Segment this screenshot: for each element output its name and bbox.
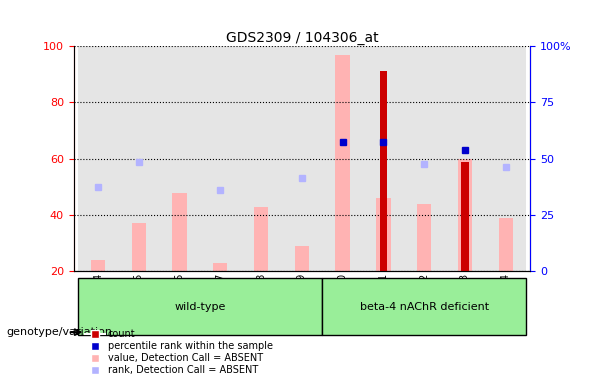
Bar [173, 192, 187, 271]
Bar [498, 218, 513, 271]
Bar [458, 159, 472, 271]
Bar [118, 46, 159, 271]
Legend: count, percentile rank within the sample, value, Detection Call = ABSENT, rank, : count, percentile rank within the sample… [81, 326, 277, 379]
Bar [363, 46, 403, 271]
Bar [322, 46, 363, 271]
Bar [159, 46, 200, 271]
Text: beta-4 nAChR deficient: beta-4 nAChR deficient [359, 301, 489, 311]
FancyBboxPatch shape [78, 278, 322, 335]
Bar [380, 71, 387, 271]
Bar [417, 204, 431, 271]
Bar [91, 260, 105, 271]
Bar [282, 46, 322, 271]
Bar [254, 207, 268, 271]
Text: wild-type: wild-type [174, 301, 226, 311]
Bar [336, 55, 350, 271]
Bar [376, 198, 391, 271]
Bar [445, 46, 485, 271]
FancyBboxPatch shape [322, 278, 526, 335]
Bar [241, 46, 282, 271]
Bar [403, 46, 445, 271]
Text: genotype/variation: genotype/variation [6, 327, 112, 337]
Bar [461, 162, 469, 271]
Bar [213, 263, 227, 271]
Title: GDS2309 / 104306_at: GDS2309 / 104306_at [226, 31, 378, 45]
Bar [78, 46, 118, 271]
Bar [294, 246, 309, 271]
Bar [132, 223, 146, 271]
Bar [485, 46, 526, 271]
Bar [200, 46, 241, 271]
